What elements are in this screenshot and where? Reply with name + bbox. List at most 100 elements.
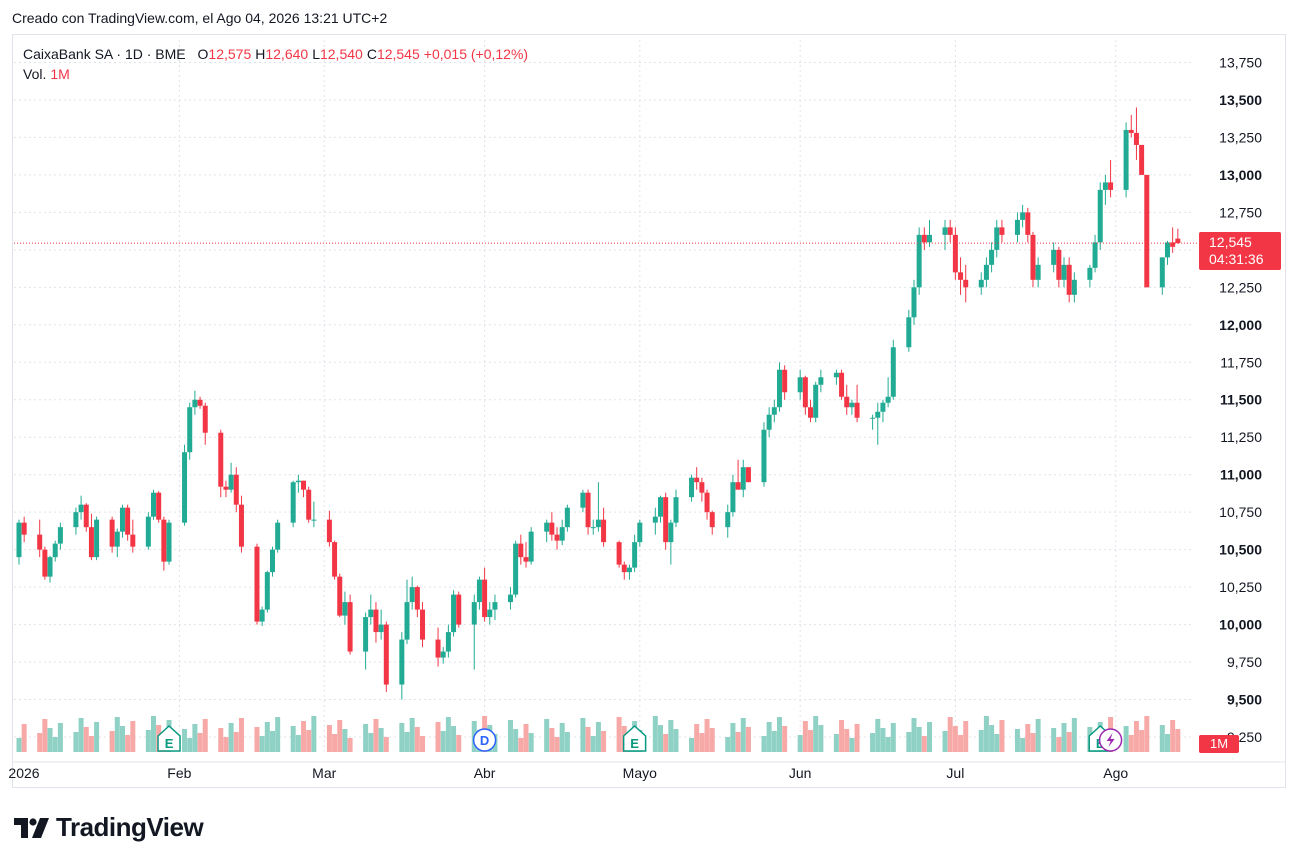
candle-body <box>202 405 208 433</box>
volume-bar <box>259 736 265 752</box>
candle-body <box>601 519 607 543</box>
candle-body <box>808 407 814 418</box>
volume-bar <box>518 738 524 752</box>
candle-body <box>109 519 115 547</box>
candle-body <box>471 602 477 625</box>
candle-body <box>890 347 896 397</box>
candle-body <box>735 482 741 490</box>
candle-body <box>813 384 819 418</box>
candle-body <box>880 402 886 412</box>
volume-bar <box>875 719 881 752</box>
volume-bar <box>942 731 948 752</box>
candle-body <box>699 482 705 493</box>
volume-bar <box>699 733 705 752</box>
chart-frame[interactable] <box>12 34 1286 788</box>
candle-body <box>740 467 746 490</box>
volume-bar <box>802 721 808 752</box>
volume-bar <box>580 718 586 752</box>
candle-body <box>409 587 415 603</box>
candle-body <box>927 234 933 243</box>
candle-body <box>657 497 663 517</box>
change-value: +0,015 (+0,12%) <box>423 46 529 62</box>
volume-bar <box>761 736 767 752</box>
volume-bar <box>37 733 43 752</box>
candle-body <box>818 377 824 385</box>
tradingview-logo[interactable]: TradingView <box>14 812 204 843</box>
volume-bar <box>192 724 198 752</box>
candle-body <box>771 407 777 415</box>
x-tick-label: Abr <box>474 765 496 781</box>
volume-bar <box>73 732 79 752</box>
x-tick-label: Mar <box>312 765 336 781</box>
volume-bar <box>776 717 782 752</box>
volume-bar <box>440 731 446 752</box>
volume-bar <box>507 720 513 752</box>
high-value: 12,640 <box>265 46 309 62</box>
volume-label[interactable]: Vol. <box>23 66 47 82</box>
candle-body <box>916 234 922 288</box>
volume-bar <box>254 727 260 752</box>
candle-body <box>78 504 84 513</box>
candle-body <box>259 609 265 622</box>
candle-body <box>921 234 927 243</box>
candle-body <box>16 522 22 558</box>
candle-body <box>1014 219 1020 235</box>
volume-bar <box>616 717 622 752</box>
candle-body <box>1066 264 1072 295</box>
candle-body <box>518 543 524 558</box>
x-tick-label: Mayo <box>623 765 657 781</box>
candle-body <box>223 486 229 490</box>
x-tick-label: Jul <box>946 765 964 781</box>
symbol-label[interactable]: CaixaBank SA · 1D · BME <box>23 46 186 62</box>
y-tick-label: 10,000 <box>1219 617 1262 633</box>
candle-body <box>228 474 234 490</box>
volume-bar <box>1020 738 1026 752</box>
volume-bar <box>42 719 48 752</box>
volume-bar <box>78 718 84 752</box>
tradingview-logo-text: TradingView <box>56 812 204 842</box>
symbol-legend[interactable]: CaixaBank SA · 1D · BME O 12,575 H 12,640 … <box>23 44 528 84</box>
ohlc-row: CaixaBank SA · 1D · BME O 12,575 H 12,640 … <box>23 44 528 64</box>
volume-bar <box>264 722 270 752</box>
low-value: 12,540 <box>319 46 363 62</box>
volume-bar <box>999 720 1005 752</box>
volume-bar <box>673 729 679 752</box>
y-tick-label: 13,500 <box>1219 92 1262 108</box>
y-tick-label: 10,250 <box>1219 579 1262 595</box>
volume-bar <box>1025 724 1031 752</box>
chart-caption: Creado con TradingView.com, el Ago 04, 2… <box>12 10 388 26</box>
candle-body <box>668 522 674 543</box>
candle-body <box>487 609 493 618</box>
candle-body <box>725 512 731 528</box>
volume-bar <box>958 735 964 752</box>
candle-body <box>378 624 384 633</box>
y-tick-label: 13,250 <box>1219 129 1262 145</box>
candle-body <box>849 402 855 408</box>
volume-bar <box>145 730 151 752</box>
close-label: C <box>366 46 377 62</box>
volume-bar <box>228 723 234 752</box>
candle-body <box>275 522 281 550</box>
candle-body <box>839 372 845 397</box>
y-tick-label: 11,250 <box>1220 429 1262 445</box>
candle-body <box>766 414 772 430</box>
volume-bar <box>383 737 389 752</box>
volume-bar <box>306 730 312 752</box>
candle-body <box>875 411 881 418</box>
volume-bar <box>601 731 607 752</box>
candle-body <box>559 527 565 541</box>
volume-row: Vol. 1M <box>23 64 528 84</box>
candle-body <box>1087 267 1093 280</box>
candle-body <box>326 519 332 543</box>
volume-bar <box>197 733 203 752</box>
volume-bar <box>880 728 886 752</box>
y-tick-label: 11,000 <box>1220 467 1262 483</box>
volume-bar <box>1170 720 1176 752</box>
candle-body <box>383 624 389 685</box>
candle-body <box>523 557 529 562</box>
candle-body <box>420 609 426 640</box>
volume-bar <box>870 733 876 752</box>
candle-body <box>1030 234 1036 280</box>
volume-bar <box>456 735 462 752</box>
